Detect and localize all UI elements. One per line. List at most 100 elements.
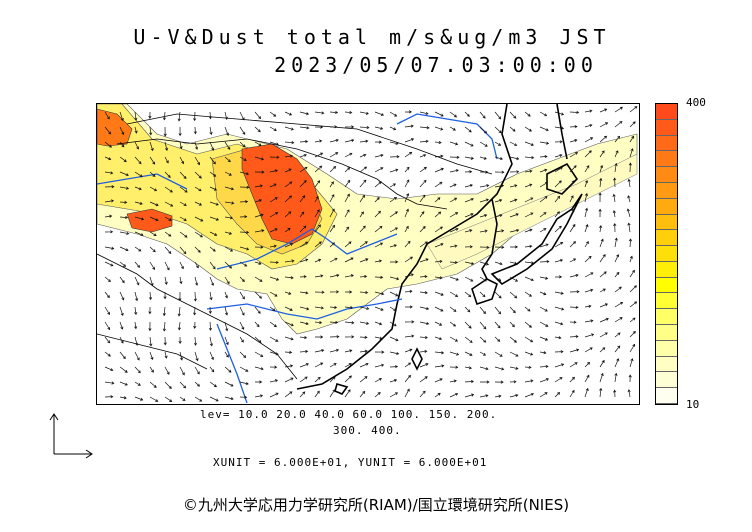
wind-arrow xyxy=(419,194,426,203)
wind-arrow xyxy=(329,166,337,173)
wind-arrow xyxy=(119,351,126,360)
wind-arrow xyxy=(299,291,309,295)
wind-arrow xyxy=(569,125,578,129)
wind-arrow xyxy=(479,229,488,233)
wind-arrow xyxy=(254,261,262,265)
wind-arrow xyxy=(329,152,339,158)
wind-arrow xyxy=(269,155,280,159)
wind-arrow xyxy=(599,347,606,353)
wind-arrow xyxy=(539,276,549,280)
wind-arrow xyxy=(464,183,473,188)
wind-arrow xyxy=(524,111,531,117)
wind-arrow xyxy=(179,246,187,255)
wind-arrow xyxy=(524,365,532,369)
wind-arrow xyxy=(239,141,246,148)
wind-arrow xyxy=(299,225,307,233)
wind-arrow xyxy=(194,141,199,150)
wind-arrow xyxy=(539,212,547,218)
wind-arrow xyxy=(627,178,631,188)
wind-arrow xyxy=(329,348,340,353)
wind-arrow xyxy=(419,274,428,279)
wind-arrow xyxy=(449,111,458,118)
wind-arrow xyxy=(314,111,325,115)
wind-arrow xyxy=(524,141,534,146)
wind-arrow xyxy=(104,291,110,299)
wind-arrow xyxy=(193,321,197,329)
wind-arrow xyxy=(163,291,167,300)
wind-arrow xyxy=(359,179,367,188)
wind-arrow xyxy=(554,392,561,398)
wind-arrow xyxy=(239,351,247,358)
wind-arrow xyxy=(494,170,505,174)
coast-hainan xyxy=(334,383,349,395)
wind-arrow xyxy=(164,231,172,237)
wind-arrow xyxy=(374,291,385,296)
wind-arrow xyxy=(239,230,250,235)
wind-arrow xyxy=(299,363,309,368)
wind-arrow xyxy=(584,387,589,398)
wind-arrow xyxy=(629,301,638,308)
wind-arrow xyxy=(509,276,519,282)
wind-arrow xyxy=(224,291,228,299)
wind-arrow xyxy=(239,366,249,372)
wind-arrow xyxy=(119,231,130,235)
wind-arrow xyxy=(613,223,617,233)
wind-arrow xyxy=(209,261,216,270)
wind-arrow xyxy=(179,141,183,150)
wind-arrow xyxy=(209,351,214,361)
wind-arrow xyxy=(404,225,409,233)
wind-arrow xyxy=(329,181,334,188)
dust-core-north xyxy=(241,143,323,245)
wind-arrow xyxy=(419,166,427,173)
wind-arrow xyxy=(224,141,231,150)
wind-arrow xyxy=(404,374,411,383)
wind-arrow xyxy=(209,156,216,165)
wind-arrow xyxy=(599,108,608,113)
wind-arrow xyxy=(614,332,621,338)
wind-arrow xyxy=(524,306,531,312)
wind-arrow xyxy=(389,291,399,297)
colorbar-segment xyxy=(656,182,677,199)
wind-arrow xyxy=(509,170,520,174)
wind-arrow xyxy=(404,138,415,143)
wind-arrow xyxy=(464,245,473,249)
wind-arrow xyxy=(284,364,294,368)
wind-arrow xyxy=(224,111,228,120)
wind-arrow xyxy=(374,392,381,398)
wind-arrow xyxy=(449,291,459,297)
wind-arrow xyxy=(149,246,156,253)
wind-arrow xyxy=(389,183,396,188)
wind-arrow xyxy=(284,211,292,218)
wind-arrow xyxy=(314,165,323,173)
wind-arrow xyxy=(374,126,384,130)
colorbar-max-label: 400 xyxy=(686,96,706,109)
wind-arrow xyxy=(254,141,262,146)
wind-arrow xyxy=(254,291,262,299)
wind-arrow xyxy=(149,156,156,165)
wind-arrow xyxy=(629,343,636,353)
dust-contours xyxy=(97,104,638,335)
wind-arrow xyxy=(194,246,201,253)
wind-arrow xyxy=(269,183,277,188)
wind-arrow xyxy=(599,288,606,293)
wind-arrow xyxy=(284,141,295,145)
wind-arrow xyxy=(554,336,562,340)
wind-arrow xyxy=(208,111,212,120)
wind-arrow xyxy=(149,381,157,388)
wind-arrow xyxy=(224,306,229,316)
wind-arrow xyxy=(539,306,548,312)
wind-arrow xyxy=(359,126,370,130)
wind-arrow xyxy=(134,156,142,165)
wind-arrow xyxy=(254,229,265,233)
wind-arrow xyxy=(314,224,321,233)
wind-arrow xyxy=(614,301,624,308)
wind-arrow xyxy=(374,259,383,263)
wind-arrow xyxy=(149,141,154,152)
wind-arrow xyxy=(554,166,563,173)
wind-arrow xyxy=(177,111,181,122)
wind-arrow xyxy=(162,321,166,332)
wind-arrow xyxy=(434,181,443,188)
colorbar-segment xyxy=(656,277,677,294)
wind-arrow xyxy=(509,380,517,384)
wind-arrow xyxy=(404,110,412,114)
